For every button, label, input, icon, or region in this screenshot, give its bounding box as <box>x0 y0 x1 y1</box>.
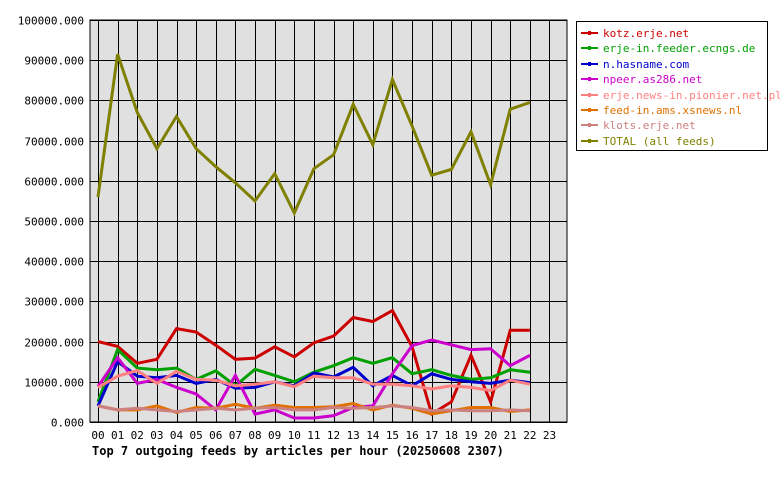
legend-swatch <box>581 92 598 97</box>
y-tick-label: 50000.000 <box>24 216 84 229</box>
x-tick-label: 03 <box>150 429 163 442</box>
legend-label: klots.erje.net <box>603 119 696 133</box>
x-tick-label: 10 <box>288 429 301 442</box>
x-tick-label: 22 <box>523 429 536 442</box>
legend-swatch <box>581 108 598 112</box>
y-tick-label: 40000.000 <box>24 256 84 269</box>
x-tick-label: 16 <box>405 429 418 442</box>
legend-label: n.hasname.com <box>603 57 690 71</box>
x-tick-label: 14 <box>366 429 380 442</box>
x-tick-label: 08 <box>248 429 261 442</box>
y-tick-label: 60000.000 <box>24 176 84 189</box>
x-tick-label: 04 <box>170 429 184 442</box>
chart-title: Top 7 outgoing feeds by articles per hou… <box>92 444 504 458</box>
x-tick-label: 11 <box>307 429 320 442</box>
series-line <box>97 404 530 414</box>
legend-label: kotz.erje.net <box>603 27 690 40</box>
x-tick-label: 21 <box>504 429 517 442</box>
x-tick-label: 17 <box>425 429 438 442</box>
legend-label: feed-in.ams.xsnews.nl <box>603 104 743 117</box>
x-tick-label: 15 <box>386 429 399 442</box>
y-tick-label: 20000.000 <box>24 337 84 350</box>
legend-swatch <box>581 138 598 143</box>
y-tick-label: 100000.000 <box>18 15 84 28</box>
y-tick-label: 90000.000 <box>24 55 84 68</box>
y-tick-label: 10000.000 <box>24 377 84 390</box>
legend-label: npeer.as286.net <box>603 73 703 87</box>
x-tick-label: 09 <box>268 429 281 442</box>
legend-swatch <box>581 31 598 35</box>
x-tick-label: 19 <box>464 429 477 442</box>
y-axis-ticks: 0.000 10000.000 20000.000 30000.000 40000.00… <box>18 15 84 430</box>
x-tick-label: 05 <box>190 429 203 442</box>
legend-label: erje-in.feeder.ecngs.de <box>603 42 756 56</box>
x-tick-label: 18 <box>445 429 458 442</box>
x-tick-label: 02 <box>131 429 144 442</box>
legend-label: erje.news-in.pionier.net.pl <box>603 88 780 102</box>
legend-swatch <box>581 123 598 128</box>
y-tick-label: 70000.000 <box>24 136 84 149</box>
legend-swatch <box>581 77 598 82</box>
x-tick-label: 07 <box>229 429 242 442</box>
legend-swatch <box>581 46 598 51</box>
plot-area-border <box>89 19 568 423</box>
x-tick-label: 00 <box>91 429 104 442</box>
legend-label: TOTAL (all feeds) <box>603 134 716 148</box>
x-tick-label: 01 <box>111 429 124 442</box>
x-tick-label: 06 <box>209 429 222 442</box>
legend: kotz.erje.net erje-in.feeder.ecngs.de n.ha… <box>576 21 780 151</box>
series-line <box>97 368 531 393</box>
series-lines <box>96 53 531 420</box>
series-line <box>96 338 531 420</box>
series-line <box>96 53 531 217</box>
x-tick-label: 20 <box>484 429 497 442</box>
x-tick-label: 12 <box>327 429 340 442</box>
x-tick-label: 13 <box>347 429 360 442</box>
x-axis-ticks: 00 01 02 03 04 05 06 07 08 09 10 11 12 13 14 15 16 17 18 19… <box>91 429 556 442</box>
y-tick-label: 0.000 <box>51 417 84 430</box>
y-tick-label: 80000.000 <box>24 95 84 108</box>
y-tick-label: 30000.000 <box>24 296 84 309</box>
legend-swatch <box>581 61 598 66</box>
x-tick-label: 23 <box>543 429 556 442</box>
